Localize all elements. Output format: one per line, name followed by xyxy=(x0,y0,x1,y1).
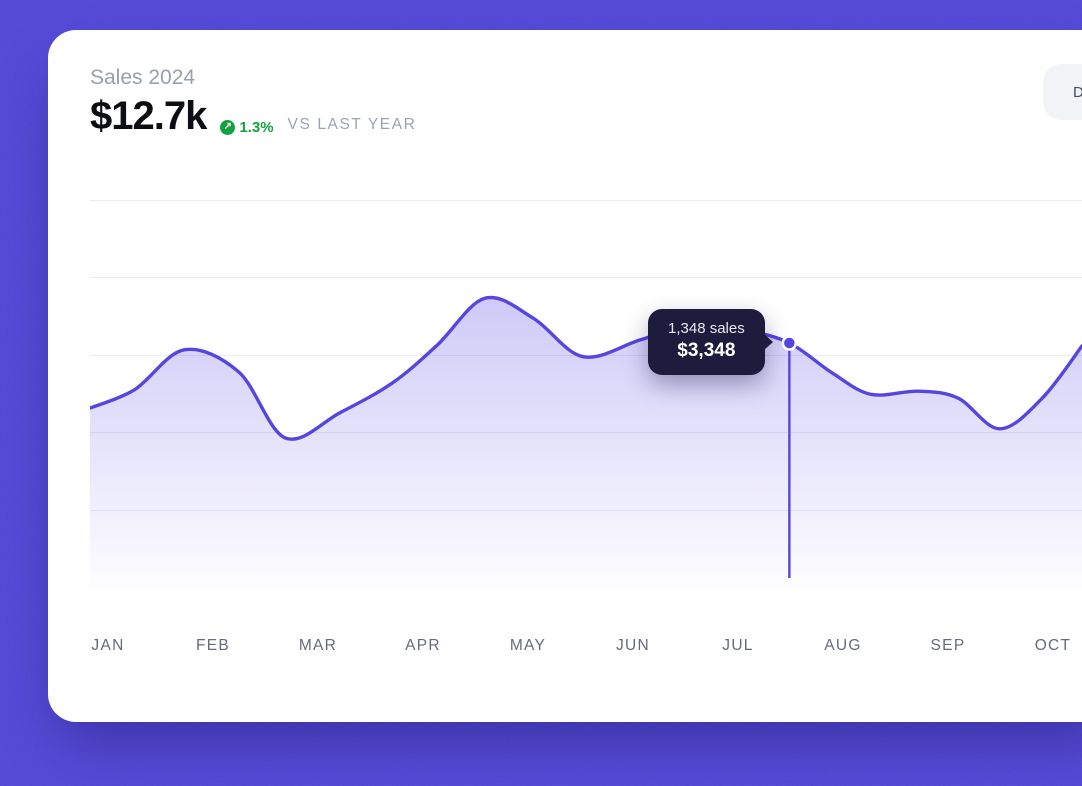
card-header: Sales 2024 $12.7k ↗ 1.3% VS LAST YEAR xyxy=(90,66,416,138)
x-axis-label: APR xyxy=(405,637,441,654)
date-range-dropdown-button[interactable]: D xyxy=(1043,64,1082,120)
date-range-dropdown-label: D xyxy=(1073,83,1082,101)
sales-chart-svg[interactable] xyxy=(90,180,1082,610)
total-row: $12.7k ↗ 1.3% VS LAST YEAR xyxy=(90,94,416,138)
x-axis-label: SEP xyxy=(930,637,966,654)
x-axis-label: MAY xyxy=(509,637,547,654)
tooltip-sales-count: 1,348 sales xyxy=(668,320,745,337)
change-percent: 1.3% xyxy=(239,118,274,136)
highlight-dot[interactable] xyxy=(781,335,798,351)
x-axis-label: OCT xyxy=(1034,637,1072,654)
gridline xyxy=(90,277,1082,278)
sales-card: Sales 2024 $12.7k ↗ 1.3% VS LAST YEAR D … xyxy=(48,30,1082,722)
x-axis-label: FEB xyxy=(195,637,231,654)
x-axis-label: MAR xyxy=(298,637,338,654)
x-axis-label: JUL xyxy=(722,637,754,654)
trend-up-icon: ↗ xyxy=(220,119,236,135)
total-sales-value: $12.7k xyxy=(90,94,207,138)
chart-title: Sales 2024 xyxy=(90,66,196,89)
chart-tooltip: 1,348 sales $3,348 xyxy=(648,309,765,375)
x-axis-label: JUN xyxy=(615,637,651,654)
chart-line xyxy=(90,295,1082,441)
x-axis-label: AUG xyxy=(824,637,862,654)
gridline xyxy=(90,200,1082,201)
change-badge: ↗ 1.3% xyxy=(220,118,274,136)
x-axis-label: JAN xyxy=(91,637,125,654)
comparison-label: VS LAST YEAR xyxy=(287,116,417,133)
tooltip-dollar-value: $3,348 xyxy=(677,340,736,361)
chart-area-fill xyxy=(90,297,1082,610)
x-axis: JAN FEB MAR APR MAY JUN JUL AUG SEP OCT xyxy=(90,638,1082,662)
